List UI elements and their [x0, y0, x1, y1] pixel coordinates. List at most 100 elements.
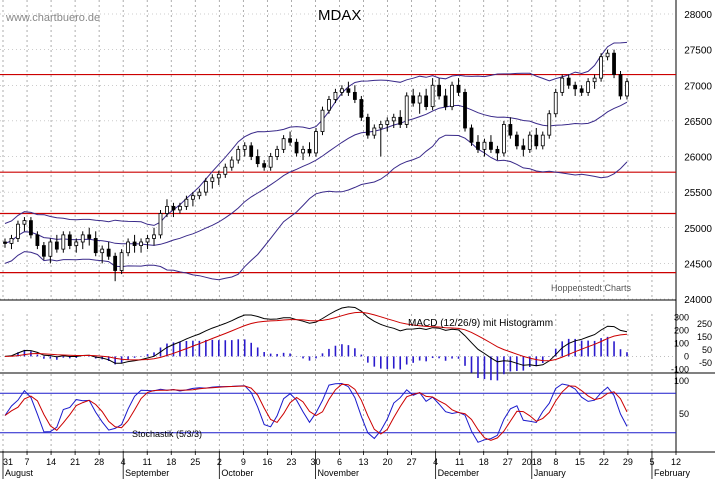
- candle: [255, 149, 260, 168]
- candle-body: [437, 84, 442, 97]
- bollinger-lower-band: [4, 134, 628, 281]
- candle: [411, 88, 416, 107]
- stochastic-y-tick-label: 50: [679, 409, 689, 419]
- candle-body: [203, 181, 208, 193]
- x-tick-label: 18: [166, 457, 176, 467]
- candle-body: [216, 173, 221, 179]
- candle: [67, 231, 72, 250]
- candle-body: [469, 127, 474, 143]
- stochastic-d-line: [4, 383, 628, 441]
- candle-body: [378, 124, 383, 129]
- candle-body: [294, 141, 299, 154]
- candle-body: [495, 148, 500, 154]
- candle-body: [100, 248, 105, 254]
- candle-body: [41, 245, 46, 257]
- candle-body: [106, 248, 111, 257]
- candle-body: [592, 77, 597, 83]
- candle: [203, 177, 208, 196]
- candle-body: [534, 134, 539, 147]
- candle-body: [456, 84, 461, 93]
- candle-body: [508, 124, 513, 136]
- candle-body: [35, 234, 40, 246]
- candle: [139, 238, 143, 253]
- candle: [521, 138, 526, 157]
- candle-body: [113, 255, 118, 271]
- candle: [372, 124, 377, 139]
- candle-body: [320, 109, 325, 132]
- candle-body: [521, 145, 526, 150]
- candle: [463, 88, 467, 132]
- candle: [93, 231, 98, 257]
- candle-body: [417, 95, 422, 104]
- candle-body: [16, 223, 20, 239]
- candle-body: [527, 134, 532, 150]
- candle-body: [67, 234, 72, 246]
- candle: [391, 113, 396, 128]
- x-tick-label: 22: [599, 457, 609, 467]
- macd-title: MACD (12/26/9) mit Histogramm: [408, 318, 553, 329]
- candle-body: [171, 205, 176, 211]
- candle-body: [178, 205, 182, 211]
- candle: [210, 174, 215, 189]
- x-tick-label: 21: [70, 457, 80, 467]
- candle-body: [599, 56, 603, 79]
- price-y-tick-label: 26500: [684, 117, 712, 128]
- candle: [450, 81, 454, 111]
- macd-line: [4, 306, 628, 367]
- candle-body: [54, 241, 59, 250]
- candle: [61, 231, 66, 253]
- candle-body: [119, 252, 124, 271]
- candle-body: [210, 177, 215, 182]
- candle-body: [197, 191, 202, 197]
- x-tick-label: 6: [337, 457, 342, 467]
- candle-body: [139, 241, 143, 246]
- stochastic-panel: [0, 382, 676, 443]
- candle-body: [314, 131, 318, 154]
- candle: [579, 85, 584, 96]
- candle: [359, 95, 364, 121]
- candle: [573, 81, 578, 96]
- candle: [80, 231, 85, 250]
- candle-body: [391, 116, 396, 122]
- candle-body: [145, 238, 150, 243]
- x-axis-labels: 3171421284111825291623306132027411182720…: [2, 451, 690, 479]
- candle-body: [158, 213, 163, 236]
- candle-body: [301, 148, 305, 154]
- candle-body: [126, 241, 131, 254]
- candle-body: [152, 234, 156, 239]
- price-y-tick-label: 25500: [684, 188, 712, 199]
- candle-body: [489, 141, 493, 150]
- candle: [340, 85, 344, 96]
- candle: [404, 92, 409, 128]
- candle: [540, 131, 545, 150]
- candle-body: [476, 141, 480, 150]
- x-tick-label: 29: [623, 457, 633, 467]
- candle-body: [80, 234, 85, 243]
- candle: [22, 217, 27, 232]
- candle: [618, 71, 623, 100]
- candle-body: [482, 141, 487, 150]
- candle-body: [514, 134, 519, 147]
- candle: [249, 142, 254, 161]
- candle: [223, 163, 228, 178]
- month-label: October: [221, 468, 253, 478]
- price-y-tick-label: 27500: [684, 46, 712, 57]
- candle: [314, 128, 318, 157]
- candle: [3, 238, 7, 248]
- x-tick-label: 7: [25, 457, 30, 467]
- candle: [456, 78, 461, 96]
- bollinger-bands: [4, 41, 628, 281]
- candle: [74, 238, 79, 253]
- month-label: January: [534, 468, 567, 478]
- candle-body: [29, 220, 33, 236]
- candle-body: [333, 91, 338, 100]
- candle: [527, 131, 532, 153]
- bollinger-upper-band: [4, 41, 628, 226]
- candle: [87, 227, 92, 246]
- watermark: www.chartbuero.de: [5, 12, 100, 24]
- macd-y-tick-label: 300: [674, 312, 689, 322]
- month-label: December: [438, 468, 480, 478]
- macd-y-tick-label: 100: [674, 338, 689, 348]
- candle-body: [372, 127, 377, 136]
